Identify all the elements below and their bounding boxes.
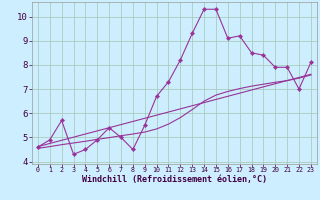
X-axis label: Windchill (Refroidissement éolien,°C): Windchill (Refroidissement éolien,°C): [82, 175, 267, 184]
